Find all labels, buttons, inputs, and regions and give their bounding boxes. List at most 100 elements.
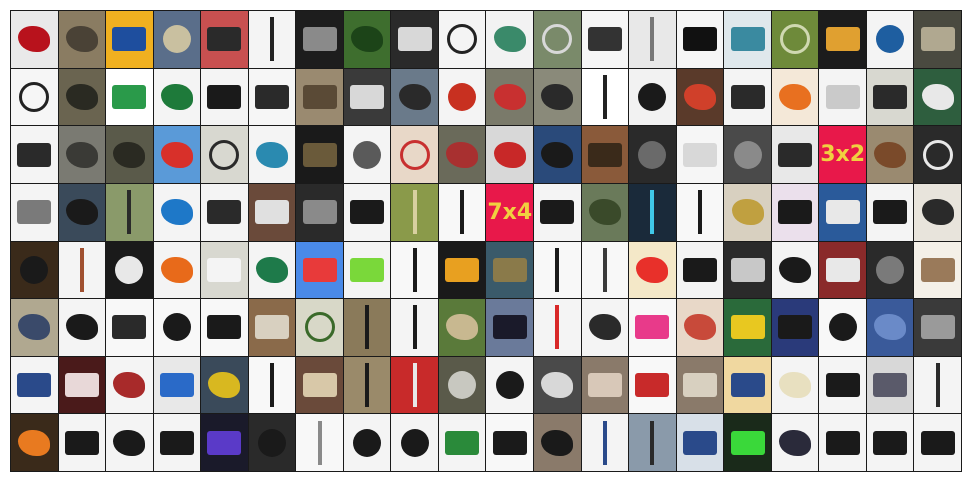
thumbnail-object <box>258 428 287 457</box>
thumbnail-object <box>302 84 337 109</box>
thumbnail-tile <box>486 299 534 356</box>
thumbnail-tile <box>581 299 629 356</box>
thumbnail-object <box>874 314 907 341</box>
thumbnail-tile <box>391 68 438 126</box>
thumbnail-tile <box>914 241 961 299</box>
thumbnail-tile <box>153 241 201 299</box>
thumbnail-object <box>317 420 322 465</box>
thumbnail-object <box>493 83 526 110</box>
thumbnail-tile <box>819 414 866 471</box>
thumbnail-object <box>587 373 622 398</box>
thumbnail-tile <box>391 11 438 68</box>
thumbnail-tile <box>866 126 914 183</box>
thumbnail-object <box>365 363 370 408</box>
thumbnail-tile <box>248 356 296 414</box>
thumbnail-tile: 3x2 <box>819 126 866 183</box>
thumbnail-tile <box>914 356 961 414</box>
thumbnail-object <box>730 315 765 340</box>
thumbnail-tile <box>771 414 819 471</box>
thumbnail-tile <box>201 11 248 68</box>
thumbnail-tile <box>581 68 629 126</box>
thumbnail-object <box>922 139 953 170</box>
thumbnail-tile <box>819 241 866 299</box>
thumbnail-object <box>365 305 370 350</box>
thumbnail-tile <box>914 414 961 471</box>
thumbnail-object <box>255 84 290 109</box>
thumbnail-tile <box>438 126 486 183</box>
thumbnail-tile <box>58 183 106 241</box>
thumbnail-object <box>445 257 480 282</box>
thumbnail-tile <box>296 68 343 126</box>
thumbnail-object <box>873 430 908 455</box>
thumbnail-object <box>935 363 940 408</box>
thumbnail-tile <box>629 356 676 414</box>
thumbnail-tile <box>534 183 581 241</box>
thumbnail-object <box>160 256 193 283</box>
thumbnail-tile <box>771 11 819 68</box>
thumbnail-tile <box>581 126 629 183</box>
thumbnail-tile <box>534 11 581 68</box>
thumbnail-object <box>304 312 335 343</box>
thumbnail-object <box>697 190 702 235</box>
thumbnail-tile <box>724 299 771 356</box>
thumbnail-object <box>920 430 955 455</box>
thumbnail-tile <box>153 183 201 241</box>
thumbnail-tile <box>819 11 866 68</box>
thumbnail-tile <box>58 356 106 414</box>
thumbnail-object <box>270 363 275 408</box>
thumbnail-tile <box>581 356 629 414</box>
thumbnail-object <box>350 257 385 282</box>
thumbnail-tile <box>771 356 819 414</box>
thumbnail-tile <box>534 126 581 183</box>
thumbnail-tile <box>58 414 106 471</box>
thumbnail-tile <box>296 241 343 299</box>
thumbnail-object <box>825 27 860 52</box>
thumbnail-object <box>921 83 954 110</box>
thumbnail-object <box>682 257 717 282</box>
thumbnail-object <box>682 430 717 455</box>
thumbnail-object <box>255 200 290 225</box>
thumbnail-object <box>17 373 52 398</box>
thumbnail-tile <box>58 68 106 126</box>
thumbnail-tile <box>819 68 866 126</box>
thumbnail-object <box>115 255 144 284</box>
thumbnail-object <box>17 200 52 225</box>
thumbnail-tile <box>153 299 201 356</box>
thumbnail-object <box>650 420 655 465</box>
thumbnail-object <box>779 372 812 399</box>
thumbnail-tile <box>343 183 391 241</box>
thumbnail-tile <box>724 11 771 68</box>
thumbnail-object <box>127 190 132 235</box>
thumbnail-object <box>20 255 49 284</box>
thumbnail-tile <box>201 126 248 183</box>
thumbnail-object <box>302 142 337 167</box>
thumbnail-object <box>682 27 717 52</box>
thumbnail-tile <box>581 414 629 471</box>
thumbnail-tile <box>153 68 201 126</box>
thumbnail-tile <box>676 299 724 356</box>
thumbnail-tile <box>866 414 914 471</box>
thumbnail-object <box>873 84 908 109</box>
thumbnail-object <box>162 25 191 54</box>
thumbnail-object <box>588 314 621 341</box>
thumbnail-tile <box>724 414 771 471</box>
thumbnail-tile: 7x4 <box>486 183 534 241</box>
thumbnail-object <box>683 314 716 341</box>
thumbnail-object <box>302 373 337 398</box>
thumbnail-tile <box>914 299 961 356</box>
thumbnail-tile <box>343 68 391 126</box>
thumbnail-object <box>635 373 670 398</box>
thumbnail-object <box>113 429 146 456</box>
thumbnail-tile <box>534 299 581 356</box>
thumbnail-tile <box>58 241 106 299</box>
thumbnail-tile <box>914 126 961 183</box>
thumbnail-object <box>255 315 290 340</box>
thumbnail-object <box>302 257 337 282</box>
thumbnail-tile <box>914 68 961 126</box>
thumbnail-object <box>256 256 289 283</box>
thumbnail-object <box>602 74 607 119</box>
thumbnail-object <box>779 256 812 283</box>
thumbnail-object <box>602 247 607 292</box>
thumbnail-object <box>302 27 337 52</box>
thumbnail-object <box>112 315 147 340</box>
